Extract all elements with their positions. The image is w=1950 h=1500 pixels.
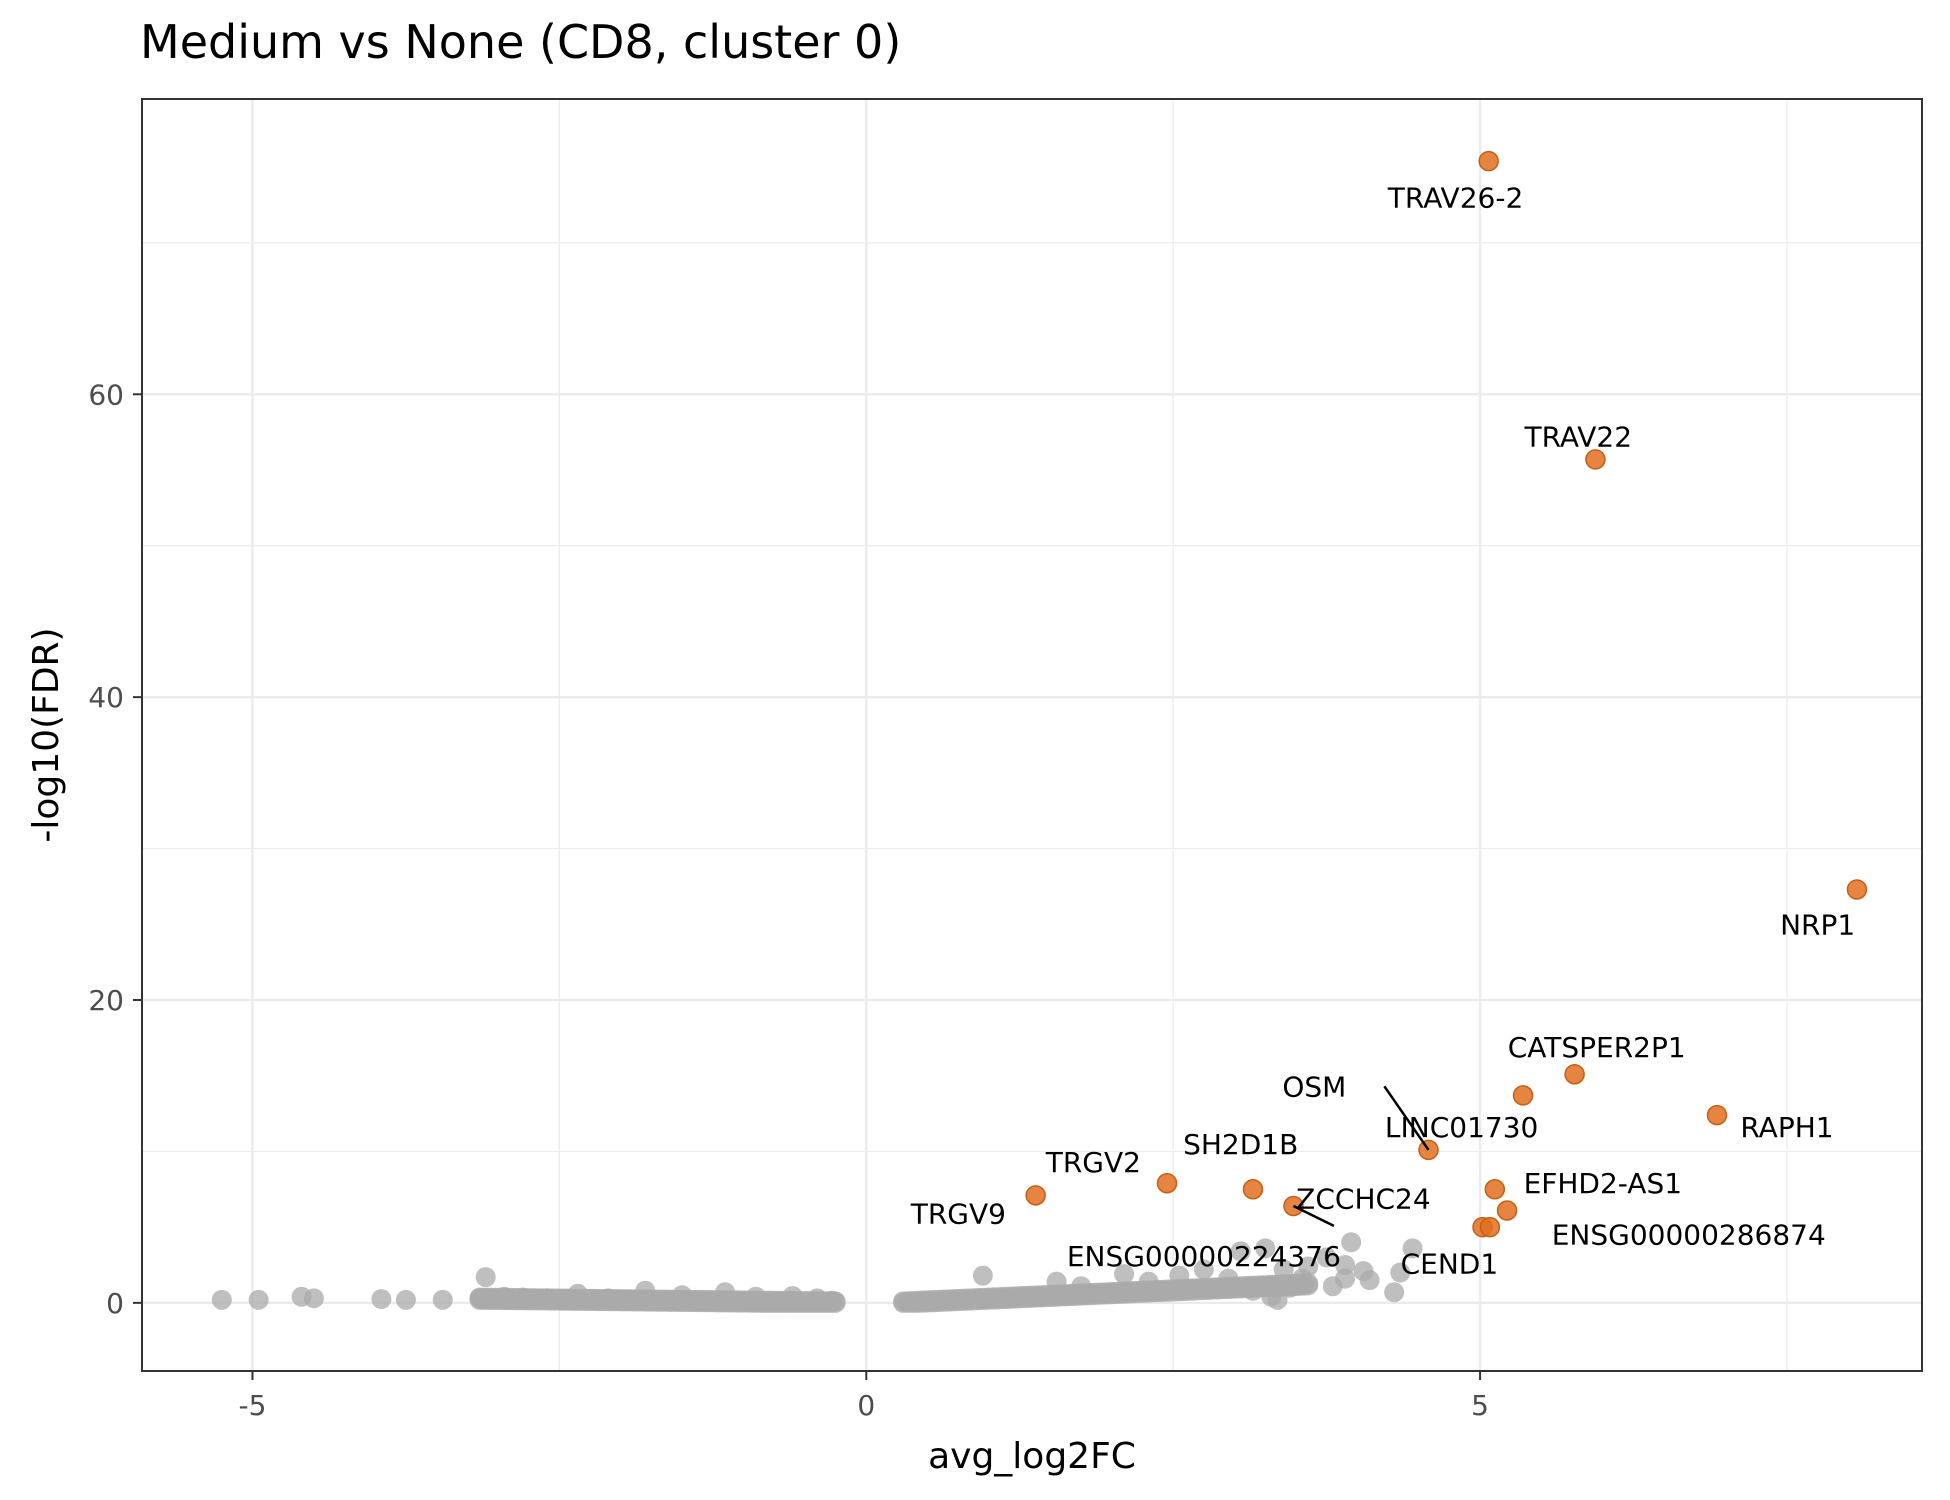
background-point <box>745 1286 766 1307</box>
gene-label: RAPH1 <box>1740 1111 1833 1144</box>
gene-label: TRGV9 <box>910 1198 1006 1231</box>
plot-border <box>141 98 1923 1372</box>
background-point <box>715 1282 736 1303</box>
y-tick-label: 40 <box>88 681 124 714</box>
background-point <box>1255 1238 1276 1259</box>
background-points <box>211 1232 1423 1313</box>
background-point <box>598 1288 619 1309</box>
background-point <box>1273 1259 1294 1280</box>
background-point <box>395 1289 416 1310</box>
background-point <box>1138 1271 1159 1292</box>
background-point <box>672 1285 693 1306</box>
background-point <box>1359 1270 1380 1291</box>
background-point <box>248 1289 269 1310</box>
background-point <box>1242 1280 1263 1301</box>
significant-point <box>1496 1200 1518 1221</box>
gene-label: ZCCHC24 <box>1296 1182 1431 1215</box>
background-point <box>1114 1264 1135 1285</box>
background-point <box>211 1289 232 1310</box>
background-point <box>512 1287 533 1308</box>
background-point <box>1384 1282 1405 1303</box>
leader-line <box>1383 1085 1430 1151</box>
gene-label: SH2D1B <box>1183 1128 1298 1161</box>
background-point <box>371 1289 392 1310</box>
background-point <box>821 1290 842 1311</box>
background-point <box>1341 1232 1362 1253</box>
gene-label: LINC01730 <box>1385 1111 1538 1144</box>
significant-point <box>1242 1179 1264 1200</box>
background-point <box>1071 1276 1092 1297</box>
gene-label: CEND1 <box>1401 1247 1499 1280</box>
gene-labels: TRAV26-2 TRAV22 NRP1 CATSPER2P1 OSM LINC01730… <box>910 181 1855 1280</box>
x-tick-label: -5 <box>239 1389 267 1422</box>
y-tick-label: 0 <box>106 1287 124 1320</box>
background-point <box>1230 1241 1251 1262</box>
significant-point <box>1846 879 1868 900</box>
gene-label: ENSG00000224376 <box>1067 1240 1341 1273</box>
background-point <box>1316 1247 1337 1268</box>
gene-label: EFHD2-AS1 <box>1524 1167 1682 1200</box>
y-tick-label: 60 <box>88 378 124 411</box>
background-point <box>1169 1265 1190 1286</box>
background-point <box>1218 1268 1239 1289</box>
background-point <box>782 1286 803 1307</box>
background-point <box>1402 1238 1423 1259</box>
background-point <box>567 1283 588 1304</box>
gene-label: TRGV2 <box>1045 1146 1141 1179</box>
plot-panel <box>142 99 1922 1371</box>
significant-point <box>1585 449 1606 470</box>
gene-label: ENSG00000286874 <box>1552 1219 1826 1252</box>
axis-ticks: -5 0 5 0 20 40 60 <box>88 378 1489 1422</box>
chart-title: Medium vs None (CD8, cluster 0) <box>140 15 901 69</box>
background-point <box>1390 1262 1411 1283</box>
significant-point <box>1484 1179 1506 1200</box>
gene-label: CATSPER2P1 <box>1508 1031 1686 1064</box>
background-point <box>537 1288 558 1309</box>
background-point <box>1335 1268 1356 1289</box>
y-tick-label: 20 <box>88 984 124 1017</box>
significant-point <box>1479 1216 1501 1238</box>
significant-points <box>1025 150 1868 1238</box>
x-tick-label: 5 <box>1471 1389 1489 1422</box>
gene-label: NRP1 <box>1780 908 1855 941</box>
background-point <box>494 1286 515 1307</box>
label-leaders <box>1292 1085 1430 1228</box>
significant-point <box>1706 1104 1728 1126</box>
background-point <box>432 1289 453 1310</box>
background-point <box>807 1288 828 1309</box>
background-point <box>635 1280 656 1301</box>
gene-label: OSM <box>1282 1070 1346 1103</box>
background-point <box>1267 1289 1288 1310</box>
significant-point <box>1512 1085 1534 1106</box>
background-point <box>469 1288 490 1309</box>
y-axis-title: -log10(FDR) <box>26 627 67 842</box>
background-point <box>1292 1268 1313 1289</box>
significant-point <box>1156 1172 1178 1194</box>
significant-point <box>1025 1185 1046 1206</box>
background-point <box>972 1265 993 1286</box>
background-point <box>1046 1271 1067 1292</box>
x-tick-label: 0 <box>857 1389 875 1422</box>
significant-point <box>1564 1063 1585 1085</box>
background-point <box>303 1288 324 1309</box>
gene-label: TRAV26-2 <box>1387 181 1524 214</box>
background-point <box>475 1267 496 1288</box>
leader-line <box>1292 1204 1335 1228</box>
background-point <box>1193 1259 1214 1280</box>
gene-label: TRAV22 <box>1523 421 1632 454</box>
significant-point <box>1478 150 1499 172</box>
x-axis-title: avg_log2FC <box>928 1436 1136 1477</box>
